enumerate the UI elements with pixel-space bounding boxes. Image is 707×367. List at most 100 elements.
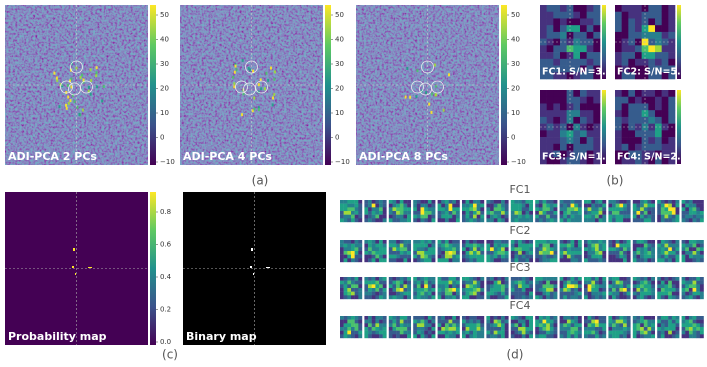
pixel [549, 334, 554, 339]
pixel [668, 130, 676, 138]
residual-blob [247, 66, 250, 70]
pixel [455, 200, 460, 204]
pixel [546, 157, 554, 165]
pixel [540, 137, 547, 145]
pixel [681, 327, 686, 331]
pixel [469, 288, 474, 292]
pixel [660, 200, 665, 204]
pixel [598, 211, 603, 215]
pixel [455, 284, 460, 289]
pixel [538, 211, 543, 215]
pixel [595, 277, 599, 281]
pixel [598, 284, 603, 289]
pixel [535, 280, 540, 285]
pixel [452, 251, 457, 255]
pixel [462, 334, 466, 339]
pixel [563, 218, 568, 223]
pixel [465, 200, 470, 204]
pixel [640, 200, 644, 204]
pixel [375, 258, 380, 263]
pixel [427, 243, 432, 248]
pixel [566, 110, 574, 118]
pixel [455, 218, 460, 223]
pixel [643, 258, 648, 263]
pixel [396, 323, 400, 328]
pixel [619, 251, 624, 255]
pixel [368, 330, 372, 335]
pixel [364, 207, 369, 212]
pixel [651, 323, 655, 328]
pixel [685, 295, 690, 300]
pixel [480, 319, 485, 324]
pixel [354, 200, 359, 204]
pixel [437, 319, 442, 324]
pixel [371, 251, 376, 255]
pixel [407, 316, 411, 320]
pixel [521, 288, 526, 292]
pixel [587, 203, 592, 208]
pixel [602, 207, 607, 212]
pixel [462, 218, 466, 223]
pixel [514, 295, 519, 300]
pixel [668, 211, 673, 215]
pixel [570, 284, 575, 289]
pixel [635, 96, 642, 104]
pixel [542, 254, 547, 259]
pixel [416, 200, 421, 204]
pixel [388, 214, 393, 219]
pixel [641, 96, 649, 104]
pixel [514, 211, 519, 215]
pixel [681, 218, 686, 223]
pixel [473, 247, 477, 252]
pixel [688, 254, 693, 259]
pixel [580, 103, 587, 111]
pixel [368, 316, 372, 320]
pixel [668, 243, 673, 248]
pixel [566, 334, 571, 339]
pixel [566, 90, 574, 98]
pixel [688, 211, 693, 215]
pixel [368, 291, 372, 296]
pixel [560, 25, 567, 33]
pixel [612, 334, 616, 339]
colorbar-tick-label: 40 [160, 36, 169, 44]
pixel [382, 247, 387, 252]
pixel [343, 254, 348, 259]
pixel [692, 247, 697, 252]
residual-blob [53, 71, 56, 75]
pixel [595, 288, 599, 292]
pixel [570, 203, 575, 208]
pixel [504, 207, 509, 212]
pixel [444, 280, 449, 285]
pixel [586, 18, 594, 26]
pixel [664, 316, 669, 320]
pixel [668, 251, 673, 255]
pixel [399, 327, 404, 331]
pixel [563, 280, 568, 285]
pixel [392, 291, 397, 296]
pixel [546, 327, 551, 331]
pixel [648, 110, 656, 118]
pixel [675, 200, 680, 204]
pixel [668, 323, 673, 328]
pixel [364, 295, 369, 300]
residual-blob [101, 99, 104, 103]
pixel [493, 218, 498, 223]
pixel [437, 280, 442, 285]
pixel [535, 214, 540, 219]
pixel [657, 280, 662, 285]
pixel [501, 316, 505, 320]
pixel [660, 214, 665, 219]
colorbar [501, 5, 507, 165]
pixel [343, 323, 348, 328]
pixel [549, 288, 554, 292]
pixel [441, 288, 446, 292]
pixel [559, 243, 564, 248]
pixel [441, 323, 446, 328]
pixel [358, 284, 363, 289]
residual-blob [252, 69, 255, 73]
pixel [382, 319, 387, 324]
pixel [546, 116, 554, 124]
pixel [486, 207, 491, 212]
residual-blob [251, 109, 254, 113]
